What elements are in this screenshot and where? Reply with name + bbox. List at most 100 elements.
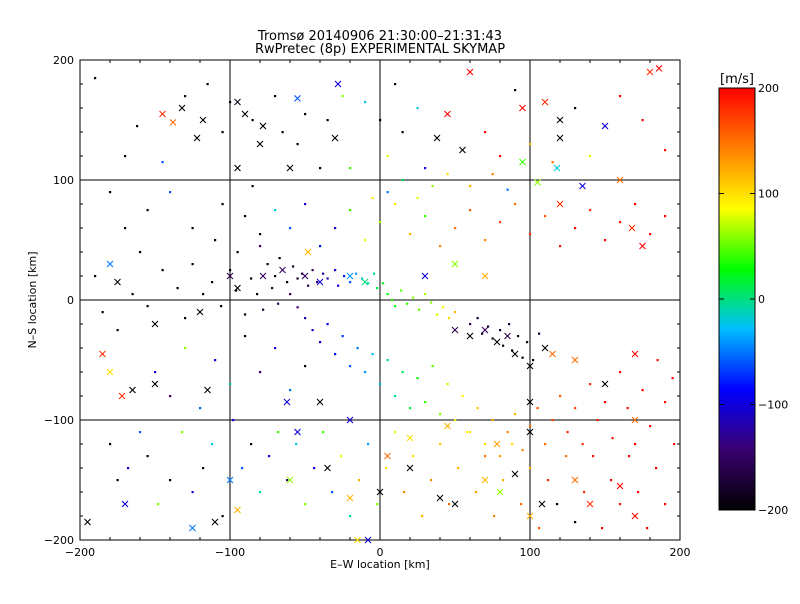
data-point-x-stroke bbox=[519, 158, 526, 166]
data-point-dot bbox=[412, 455, 415, 458]
data-point-dot bbox=[529, 233, 532, 236]
chart-title: Tromsø 20140906 21:30:00–21:31:43 bbox=[257, 29, 502, 44]
data-point-dot bbox=[356, 347, 359, 350]
data-point-dot bbox=[296, 306, 299, 309]
data-point-x bbox=[118, 392, 126, 400]
data-point-x-stroke bbox=[346, 416, 354, 424]
data-point-dot bbox=[409, 233, 412, 236]
data-point-dot bbox=[457, 467, 460, 470]
data-point-x bbox=[433, 134, 441, 142]
data-point-dot bbox=[506, 188, 509, 191]
data-point-dot bbox=[430, 479, 433, 482]
data-point-dot bbox=[202, 293, 205, 296]
data-point-x bbox=[459, 146, 466, 154]
data-point-dot bbox=[619, 371, 622, 374]
colorbar-tick-label: −100 bbox=[758, 399, 788, 412]
data-point-x bbox=[496, 488, 504, 496]
data-point-x-stroke bbox=[466, 332, 474, 340]
data-point-dot bbox=[671, 377, 674, 380]
data-point-dot bbox=[295, 443, 298, 446]
data-point-dot bbox=[334, 353, 337, 356]
data-point-dot bbox=[331, 491, 334, 494]
data-point-dot bbox=[544, 215, 547, 218]
data-point-dot bbox=[508, 323, 511, 326]
data-point-x-stroke bbox=[504, 332, 511, 340]
data-point-dot bbox=[574, 407, 577, 410]
data-point-dot bbox=[386, 191, 389, 194]
data-point-dot bbox=[484, 443, 487, 446]
data-point-dot bbox=[536, 407, 539, 410]
data-point-dot bbox=[484, 455, 487, 458]
data-point-x bbox=[511, 470, 519, 478]
data-point-dot bbox=[499, 329, 502, 332]
data-point-dot bbox=[319, 341, 322, 344]
data-point-x bbox=[553, 164, 561, 172]
data-point-dot bbox=[673, 443, 676, 446]
data-point-dot bbox=[439, 245, 442, 248]
data-point-dot bbox=[649, 233, 652, 236]
data-point-dot bbox=[304, 503, 307, 506]
data-point-dot bbox=[448, 317, 451, 320]
data-point-dot bbox=[127, 467, 130, 470]
data-point-dot bbox=[358, 479, 361, 482]
data-point-dot bbox=[94, 275, 97, 278]
colorbar-tick-label: 100 bbox=[758, 188, 779, 201]
data-point-dot bbox=[349, 281, 352, 284]
data-point-dot bbox=[475, 491, 478, 494]
data-point-x-stroke bbox=[628, 224, 636, 232]
data-point-x-stroke bbox=[601, 122, 609, 130]
data-point-dot bbox=[278, 257, 281, 260]
data-point-x bbox=[114, 278, 121, 286]
data-point-x-stroke bbox=[526, 362, 534, 370]
data-point-dot bbox=[646, 527, 649, 530]
data-point-x-stroke bbox=[199, 116, 207, 124]
data-point-x-stroke bbox=[571, 476, 579, 484]
data-point-x bbox=[451, 326, 459, 334]
data-point-dot bbox=[604, 239, 607, 242]
data-point-dot bbox=[589, 383, 592, 386]
data-point-dot bbox=[511, 349, 514, 352]
data-point-dot bbox=[401, 371, 404, 374]
data-point-x-stroke bbox=[444, 110, 451, 118]
data-point-x-stroke bbox=[196, 308, 204, 316]
data-point-dot bbox=[401, 179, 404, 182]
data-point-dot bbox=[416, 197, 419, 200]
data-point-dot bbox=[454, 419, 457, 422]
data-point-dot bbox=[484, 239, 487, 242]
data-point-dot bbox=[373, 272, 376, 275]
data-point-dot bbox=[436, 313, 439, 316]
data-point-dot bbox=[386, 155, 389, 158]
data-point-dot bbox=[604, 401, 607, 404]
data-point-dot bbox=[520, 503, 523, 506]
data-point-x-stroke bbox=[511, 470, 519, 478]
data-point-x-stroke bbox=[481, 326, 489, 334]
data-point-x-stroke bbox=[556, 200, 564, 208]
data-point-dot bbox=[394, 431, 397, 434]
data-point-x-stroke bbox=[586, 500, 594, 508]
data-point-x-stroke bbox=[444, 422, 451, 430]
data-point-dot bbox=[371, 353, 374, 356]
data-point-x-stroke bbox=[493, 338, 501, 346]
data-point-x-stroke bbox=[511, 350, 519, 358]
data-point-dot bbox=[319, 245, 322, 248]
data-point-x bbox=[316, 278, 324, 286]
data-point-dot bbox=[547, 479, 550, 482]
data-point-dot bbox=[326, 323, 329, 326]
data-point-x bbox=[549, 350, 556, 358]
data-point-x-stroke bbox=[84, 518, 91, 526]
data-point-dot bbox=[371, 197, 374, 200]
data-point-dot bbox=[529, 425, 532, 428]
data-point-x bbox=[526, 362, 534, 370]
data-point-dot bbox=[448, 503, 451, 506]
data-point-x-stroke bbox=[106, 368, 114, 376]
data-point-x-stroke bbox=[99, 350, 106, 358]
data-point-x bbox=[556, 200, 564, 208]
data-point-dot bbox=[634, 203, 637, 206]
data-point-dot bbox=[391, 299, 394, 302]
data-point-x bbox=[526, 428, 534, 436]
data-point-dot bbox=[343, 275, 346, 278]
data-point-x bbox=[334, 80, 342, 88]
data-point-dot bbox=[538, 527, 541, 530]
colorbar-tick-label: −200 bbox=[758, 504, 788, 517]
data-point-dot bbox=[416, 377, 419, 380]
